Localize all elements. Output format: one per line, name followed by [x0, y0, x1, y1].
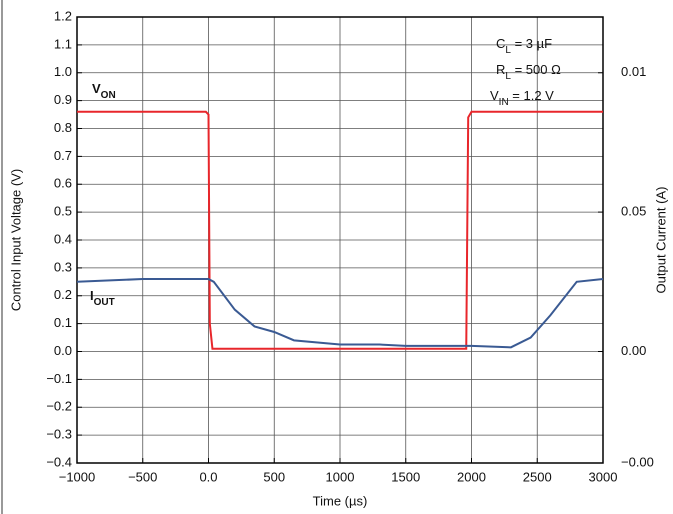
plot-frame — [76, 16, 604, 464]
y-tick-label: −0.2 — [46, 399, 72, 414]
annotation-main: C — [496, 36, 505, 51]
annotation-main: V — [490, 88, 499, 103]
series-line — [77, 110, 603, 350]
y-tick-label: 1.2 — [54, 8, 72, 23]
y2-tick-label: 0.05 — [621, 204, 646, 219]
annotation: RL = 500 Ω — [496, 62, 561, 81]
y-tick-label: −0.1 — [46, 371, 72, 386]
annotation-sub: L — [505, 45, 511, 56]
annotation-rest: = 3 µF — [511, 36, 552, 51]
x-tick-label: 3000 — [589, 469, 618, 484]
y2-tick-label: 0.00 — [621, 343, 646, 358]
y-tick-label: 0.9 — [54, 92, 72, 107]
y2-axis-title: Output Current (A) — [653, 187, 668, 294]
annotation: VIN = 1.2 V — [490, 88, 554, 107]
x-tick-label: 0.0 — [199, 469, 217, 484]
series-label-main: V — [92, 81, 101, 96]
y-tick-label: 1.0 — [54, 64, 72, 79]
series-label: IOUT — [90, 288, 115, 307]
y-tick-label: 0.2 — [54, 287, 72, 302]
annotation-rest: = 500 Ω — [511, 62, 561, 77]
x-tick-label: 2500 — [523, 469, 552, 484]
series-label-sub: OUT — [94, 297, 115, 308]
annotation-rest: = 1.2 V — [509, 88, 554, 103]
y-tick-label: 0.0 — [54, 343, 72, 358]
y2-tick-label: 0.01 — [621, 64, 646, 79]
x-axis-title: Time (µs) — [313, 493, 368, 508]
series-label-sub: ON — [101, 90, 116, 101]
y-tick-label: 0.4 — [54, 231, 72, 246]
annotation-sub: IN — [499, 97, 509, 108]
y2-tick-label: −0.00 — [621, 454, 654, 469]
x-tick-label: −1000 — [59, 469, 96, 484]
x-tick-label: −500 — [128, 469, 157, 484]
y-tick-label: 0.3 — [54, 259, 72, 274]
series-label-main: I — [90, 288, 94, 303]
y-tick-label: 0.1 — [54, 315, 72, 330]
annotation-main: R — [496, 62, 505, 77]
x-tick-label: 500 — [263, 469, 285, 484]
y-tick-label: 1.1 — [54, 36, 72, 51]
x-tick-label: 1000 — [326, 469, 355, 484]
annotation-sub: L — [505, 71, 511, 82]
x-tick-label: 1500 — [391, 469, 420, 484]
series-line — [76, 278, 604, 349]
y-axis-title: Control Input Voltage (V) — [8, 169, 23, 311]
y-tick-label: 0.8 — [54, 120, 72, 135]
y-tick-label: 0.5 — [54, 204, 72, 219]
annotation: CL = 3 µF — [496, 36, 552, 55]
x-tick-label: 2000 — [457, 469, 486, 484]
y-tick-label: 0.7 — [54, 148, 72, 163]
series-label: VON — [92, 81, 116, 100]
y-tick-label: −0.3 — [46, 427, 72, 442]
y-tick-label: −0.4 — [46, 454, 72, 469]
y-tick-label: 0.6 — [54, 176, 72, 191]
